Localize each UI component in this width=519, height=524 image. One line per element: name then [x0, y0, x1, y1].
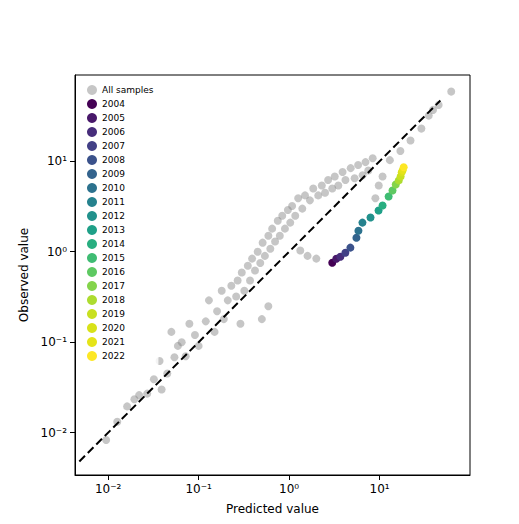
svg-text:2007: 2007: [102, 141, 125, 151]
svg-text:2014: 2014: [102, 239, 125, 249]
svg-text:2019: 2019: [102, 309, 125, 319]
svg-text:2006: 2006: [102, 127, 125, 137]
svg-text:2015: 2015: [102, 253, 125, 263]
svg-text:2013: 2013: [102, 225, 125, 235]
svg-text:10¹: 10¹: [369, 482, 389, 496]
svg-text:2016: 2016: [102, 267, 125, 277]
svg-text:10⁰: 10⁰: [47, 245, 67, 259]
svg-text:10⁻¹: 10⁻¹: [185, 482, 212, 496]
svg-text:10⁻²: 10⁻²: [41, 426, 68, 440]
svg-text:10⁻²: 10⁻²: [95, 482, 122, 496]
svg-text:2012: 2012: [102, 211, 125, 221]
svg-text:2010: 2010: [102, 183, 125, 193]
svg-text:2017: 2017: [102, 281, 125, 291]
svg-text:10⁰: 10⁰: [279, 482, 299, 496]
svg-text:2008: 2008: [102, 155, 125, 165]
svg-text:2009: 2009: [102, 169, 125, 179]
svg-text:10¹: 10¹: [47, 154, 67, 168]
svg-text:2018: 2018: [102, 295, 125, 305]
svg-text:2005: 2005: [102, 113, 125, 123]
svg-text:2022: 2022: [102, 351, 125, 361]
svg-text:Predicted value: Predicted value: [226, 502, 319, 516]
svg-text:2004: 2004: [102, 99, 125, 109]
svg-text:2021: 2021: [102, 337, 125, 347]
svg-text:2020: 2020: [102, 323, 125, 333]
svg-text:2011: 2011: [102, 197, 125, 207]
svg-text:Observed value: Observed value: [17, 228, 31, 322]
svg-text:All samples: All samples: [102, 85, 154, 95]
svg-text:10⁻¹: 10⁻¹: [41, 335, 68, 349]
